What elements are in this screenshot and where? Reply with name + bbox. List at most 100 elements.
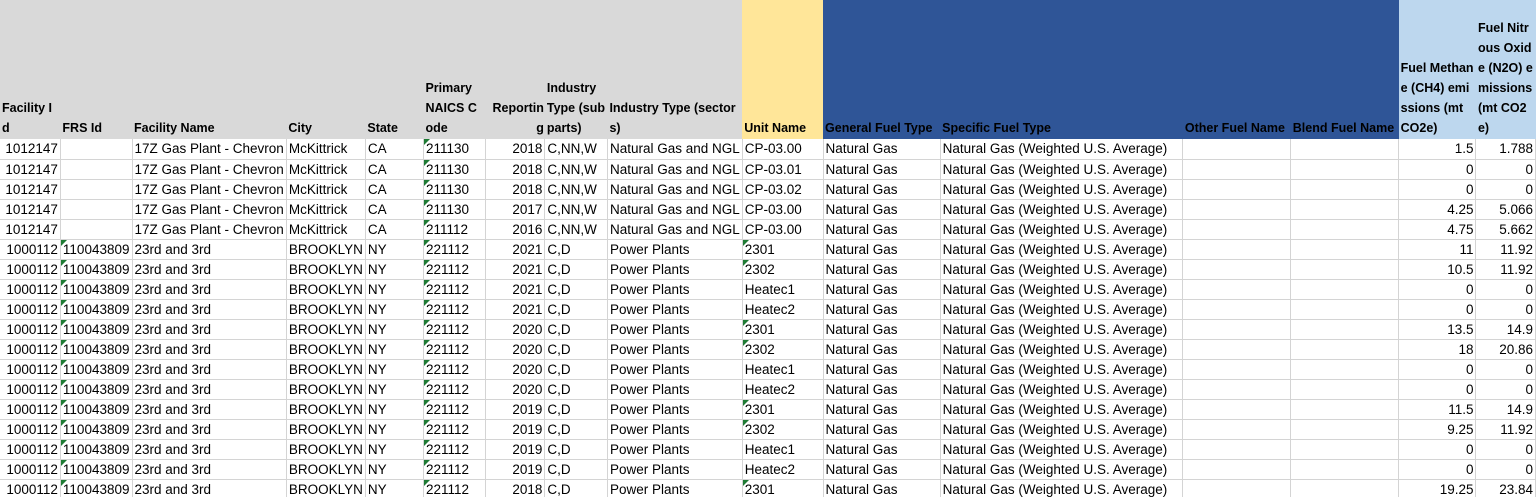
- cell-reporting-year[interactable]: 2020: [485, 319, 546, 340]
- cell-industry-subparts[interactable]: C,D: [544, 319, 608, 340]
- cell-frs-id[interactable]: 110043809: [60, 359, 133, 380]
- cell-state[interactable]: NY: [365, 479, 424, 497]
- cell-facility-name[interactable]: 17Z Gas Plant - Chevron: [132, 159, 287, 180]
- cell-facility-name[interactable]: 23rd and 3rd: [132, 299, 287, 320]
- cell-city[interactable]: BROOKLYN: [286, 379, 366, 400]
- cell-other-fuel-name[interactable]: [1182, 159, 1292, 180]
- cell-frs-id[interactable]: 110043809: [60, 479, 133, 497]
- header-fuel-methane-emissions[interactable]: Fuel Methane (CH4) emissions (mt CO2e): [1398, 0, 1476, 139]
- cell-blend-fuel-name[interactable]: [1290, 279, 1400, 300]
- cell-industry-sectors[interactable]: Power Plants: [607, 259, 743, 280]
- cell-frs-id[interactable]: [60, 219, 133, 240]
- cell-industry-subparts[interactable]: C,NN,W: [544, 179, 608, 200]
- cell-n2o-emissions[interactable]: 20.86: [1475, 339, 1536, 360]
- cell-unit-name[interactable]: Heatec1: [742, 359, 824, 380]
- cell-state[interactable]: NY: [365, 439, 424, 460]
- cell-unit-name[interactable]: Heatec2: [742, 299, 824, 320]
- cell-industry-subparts[interactable]: C,D: [544, 419, 608, 440]
- cell-state[interactable]: NY: [365, 259, 424, 280]
- cell-facility-id[interactable]: 1000112: [0, 379, 61, 400]
- cell-facility-id[interactable]: 1012147: [0, 159, 61, 180]
- cell-reporting-year[interactable]: 2020: [485, 339, 546, 360]
- cell-n2o-emissions[interactable]: 23.84: [1475, 479, 1536, 497]
- cell-facility-id[interactable]: 1000112: [0, 299, 61, 320]
- cell-city[interactable]: McKittrick: [286, 219, 366, 240]
- cell-state[interactable]: NY: [365, 299, 424, 320]
- cell-other-fuel-name[interactable]: [1182, 339, 1292, 360]
- cell-industry-sectors[interactable]: Power Plants: [607, 359, 743, 380]
- cell-n2o-emissions[interactable]: 0: [1475, 159, 1536, 180]
- cell-state[interactable]: NY: [365, 459, 424, 480]
- cell-facility-id[interactable]: 1000112: [0, 279, 61, 300]
- cell-other-fuel-name[interactable]: [1182, 199, 1292, 220]
- cell-frs-id[interactable]: 110043809: [60, 299, 133, 320]
- cell-facility-name[interactable]: 23rd and 3rd: [132, 399, 287, 420]
- cell-industry-sectors[interactable]: Power Plants: [607, 239, 743, 260]
- cell-general-fuel-type[interactable]: Natural Gas: [823, 299, 941, 320]
- cell-industry-subparts[interactable]: C,D: [544, 299, 608, 320]
- cell-frs-id[interactable]: 110043809: [60, 439, 133, 460]
- cell-city[interactable]: BROOKLYN: [286, 259, 366, 280]
- cell-facility-name[interactable]: 23rd and 3rd: [132, 239, 287, 260]
- cell-city[interactable]: McKittrick: [286, 179, 366, 200]
- cell-reporting-year[interactable]: 2021: [485, 239, 546, 260]
- cell-specific-fuel-type[interactable]: Natural Gas (Weighted U.S. Average): [940, 159, 1184, 180]
- cell-blend-fuel-name[interactable]: [1290, 239, 1400, 260]
- cell-reporting-year[interactable]: 2019: [485, 399, 546, 420]
- cell-facility-id[interactable]: 1012147: [0, 139, 61, 160]
- cell-primary-naics-code[interactable]: 211130: [423, 159, 486, 180]
- cell-facility-name[interactable]: 23rd and 3rd: [132, 419, 287, 440]
- cell-reporting-year[interactable]: 2020: [485, 379, 546, 400]
- cell-blend-fuel-name[interactable]: [1290, 419, 1400, 440]
- cell-unit-name[interactable]: CP-03.00: [742, 139, 824, 160]
- header-facility-name[interactable]: Facility Name: [132, 0, 287, 139]
- cell-blend-fuel-name[interactable]: [1290, 299, 1400, 320]
- cell-city[interactable]: BROOKLYN: [286, 399, 366, 420]
- cell-facility-name[interactable]: 23rd and 3rd: [132, 359, 287, 380]
- header-unit-name[interactable]: Unit Name: [742, 0, 824, 139]
- cell-state[interactable]: NY: [365, 339, 424, 360]
- cell-blend-fuel-name[interactable]: [1290, 359, 1400, 380]
- cell-state[interactable]: NY: [365, 239, 424, 260]
- cell-methane-emissions[interactable]: 13.5: [1398, 319, 1477, 340]
- cell-reporting-year[interactable]: 2021: [485, 259, 546, 280]
- cell-unit-name[interactable]: Heatec2: [742, 379, 824, 400]
- cell-industry-subparts[interactable]: C,D: [544, 479, 608, 497]
- cell-frs-id[interactable]: 110043809: [60, 419, 133, 440]
- cell-frs-id[interactable]: 110043809: [60, 259, 133, 280]
- cell-specific-fuel-type[interactable]: Natural Gas (Weighted U.S. Average): [940, 319, 1184, 340]
- cell-city[interactable]: BROOKLYN: [286, 419, 366, 440]
- cell-city[interactable]: BROOKLYN: [286, 279, 366, 300]
- cell-frs-id[interactable]: [60, 159, 133, 180]
- header-reporting[interactable]: Reporting: [485, 0, 545, 139]
- cell-facility-name[interactable]: 23rd and 3rd: [132, 459, 287, 480]
- cell-n2o-emissions[interactable]: 11.92: [1475, 419, 1536, 440]
- cell-blend-fuel-name[interactable]: [1290, 459, 1400, 480]
- cell-general-fuel-type[interactable]: Natural Gas: [823, 179, 941, 200]
- cell-methane-emissions[interactable]: 19.25: [1398, 479, 1477, 497]
- cell-methane-emissions[interactable]: 0: [1398, 439, 1477, 460]
- cell-industry-sectors[interactable]: Power Plants: [607, 459, 743, 480]
- header-industry-type-sectors[interactable]: Industry Type (sectors): [607, 0, 743, 139]
- cell-methane-emissions[interactable]: 0: [1398, 379, 1477, 400]
- cell-other-fuel-name[interactable]: [1182, 379, 1292, 400]
- cell-other-fuel-name[interactable]: [1182, 279, 1292, 300]
- cell-specific-fuel-type[interactable]: Natural Gas (Weighted U.S. Average): [940, 399, 1184, 420]
- cell-unit-name[interactable]: 2302: [742, 339, 824, 360]
- cell-general-fuel-type[interactable]: Natural Gas: [823, 279, 941, 300]
- cell-industry-sectors[interactable]: Power Plants: [607, 399, 743, 420]
- cell-blend-fuel-name[interactable]: [1290, 159, 1400, 180]
- cell-frs-id[interactable]: 110043809: [60, 339, 133, 360]
- cell-facility-name[interactable]: 23rd and 3rd: [132, 319, 287, 340]
- cell-unit-name[interactable]: Heatec1: [742, 279, 824, 300]
- cell-methane-emissions[interactable]: 4.25: [1398, 199, 1477, 220]
- cell-methane-emissions[interactable]: 11: [1398, 239, 1477, 260]
- cell-general-fuel-type[interactable]: Natural Gas: [823, 319, 941, 340]
- cell-methane-emissions[interactable]: 0: [1398, 459, 1477, 480]
- cell-reporting-year[interactable]: 2018: [485, 179, 546, 200]
- cell-specific-fuel-type[interactable]: Natural Gas (Weighted U.S. Average): [940, 419, 1184, 440]
- cell-facility-name[interactable]: 23rd and 3rd: [132, 439, 287, 460]
- cell-general-fuel-type[interactable]: Natural Gas: [823, 459, 941, 480]
- cell-specific-fuel-type[interactable]: Natural Gas (Weighted U.S. Average): [940, 439, 1184, 460]
